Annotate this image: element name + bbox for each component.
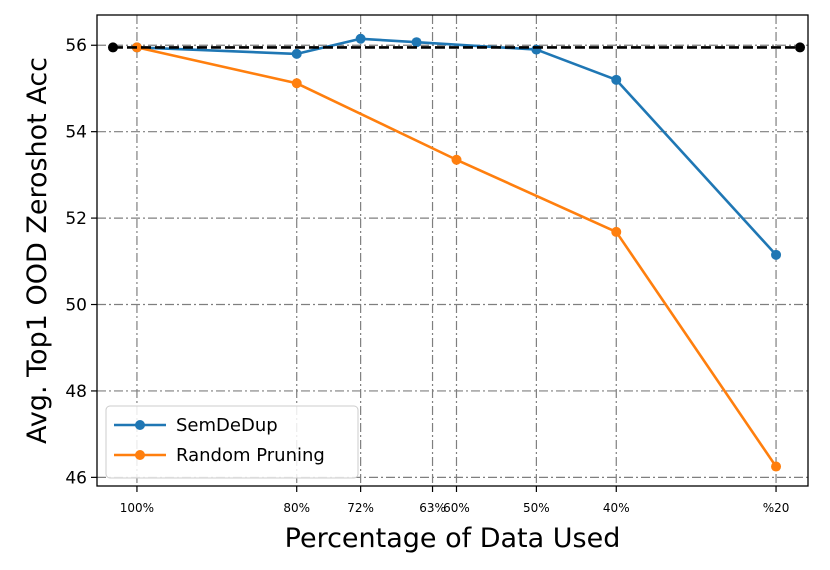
semdedup-point: [291, 48, 302, 59]
y-tick-label: 52: [65, 209, 87, 229]
legend: SemDeDup Random Pruning: [105, 405, 359, 479]
x-axis-label: Percentage of Data Used: [285, 523, 621, 554]
y-tick-label: 50: [65, 296, 87, 316]
plot-frame: [96, 14, 809, 487]
x-tick-label: %20: [763, 501, 790, 515]
x-tick-label: 63%: [419, 501, 446, 515]
semdedup-point: [355, 33, 366, 44]
random-pruning-point: [451, 154, 462, 165]
x-tick-label: 60%: [443, 501, 470, 515]
semdedup-point: [411, 37, 422, 48]
random-pruning-point: [291, 78, 302, 89]
y-axis-label: Avg. Top1 OOD Zeroshot Acc: [22, 57, 53, 444]
y-tick-label: 48: [65, 382, 87, 402]
legend-random-pruning-label: Random Pruning: [176, 445, 325, 466]
random-pruning-point: [771, 461, 782, 472]
legend-semdedup-marker: [135, 420, 145, 430]
x-tick-label: 100%: [120, 501, 154, 515]
axis-ticks: 46 48 50 52 54 56 100% 80% 72% 63%60% 50% 40% %20: [65, 36, 789, 515]
legend-random-pruning-marker: [135, 450, 145, 460]
random-pruning-point: [611, 226, 622, 237]
semdedup-point: [611, 74, 622, 85]
semdedup-point: [771, 249, 782, 260]
legend-semdedup-label: SemDeDup: [176, 415, 278, 436]
baseline-point: [107, 42, 118, 53]
y-tick-label: 54: [65, 123, 87, 143]
y-tick-label: 56: [65, 36, 87, 56]
baseline-point: [795, 42, 806, 53]
x-tick-label: 40%: [603, 501, 630, 515]
legend-box: [105, 405, 359, 479]
semdedup-point: [531, 44, 542, 55]
series-layer: [107, 33, 806, 472]
x-tick-label: 50%: [523, 501, 550, 515]
x-tick-label: 72%: [347, 501, 374, 515]
y-tick-label: 46: [65, 468, 87, 488]
x-tick-label: 80%: [283, 501, 310, 515]
